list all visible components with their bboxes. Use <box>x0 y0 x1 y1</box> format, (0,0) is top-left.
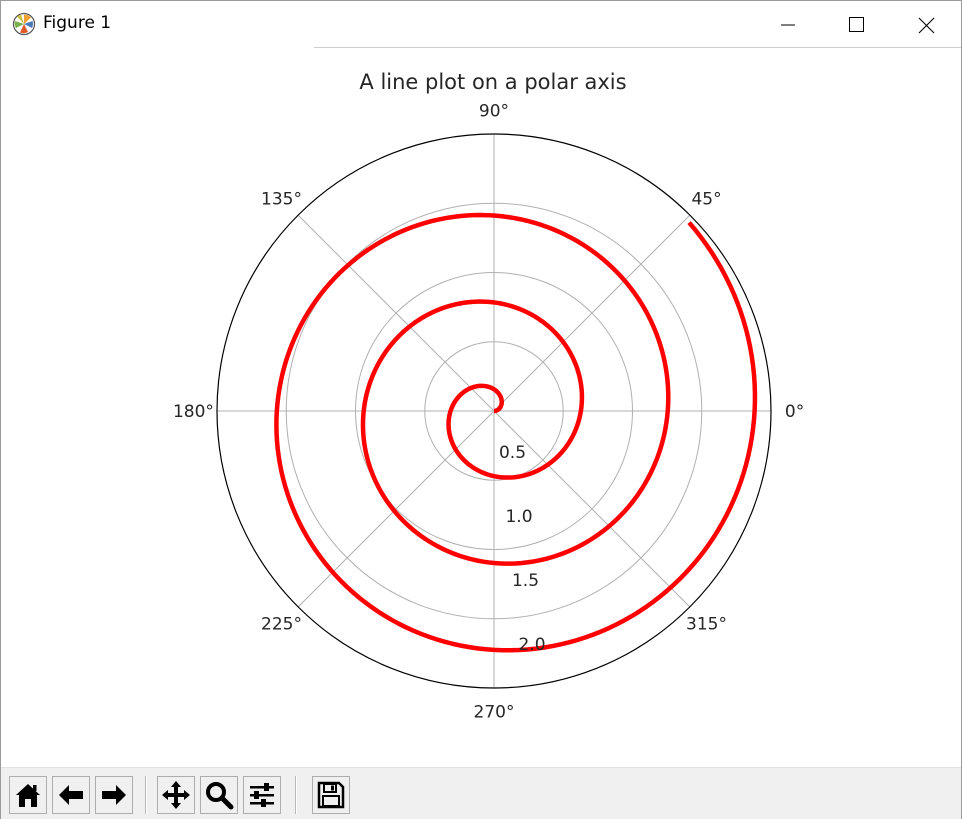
pan-button[interactable] <box>157 776 195 814</box>
maximize-button[interactable] <box>833 1 879 47</box>
r-tick-label: 1.0 <box>505 507 532 527</box>
title-bar[interactable]: Figure 1 <box>1 1 961 47</box>
theta-tick-label: 135° <box>261 189 302 209</box>
home-button[interactable] <box>9 776 47 814</box>
theta-tick-label: 90° <box>479 101 509 121</box>
window-title: Figure 1 <box>43 13 111 33</box>
close-button[interactable] <box>903 1 949 47</box>
magnifier-icon <box>203 779 235 811</box>
minimize-icon <box>765 1 811 47</box>
polar-chart[interactable]: A line plot on a polar axis 0° 45° 90° 135°… <box>1 48 961 766</box>
theta-tick-labels: 0° 45° 90° 135° 180° 225° 270° 315° <box>173 101 804 722</box>
sliders-icon <box>246 779 278 811</box>
theta-tick-label: 180° <box>173 402 214 422</box>
back-arrow-icon <box>55 779 87 811</box>
maximize-icon <box>833 1 879 47</box>
save-button[interactable] <box>312 776 350 814</box>
floppy-disk-icon <box>315 779 347 811</box>
theta-tick-label: 225° <box>261 615 302 635</box>
close-icon <box>903 1 949 47</box>
toolbar-separator <box>295 776 297 814</box>
forward-button[interactable] <box>95 776 133 814</box>
navigation-toolbar <box>1 767 961 819</box>
back-button[interactable] <box>52 776 90 814</box>
theta-tick-label: 270° <box>474 703 515 723</box>
theta-tick-label: 0° <box>785 402 804 422</box>
matplotlib-icon <box>12 12 36 36</box>
move-icon <box>160 779 192 811</box>
chart-title: A line plot on a polar axis <box>359 70 626 94</box>
minimize-button[interactable] <box>765 1 811 47</box>
figure-canvas[interactable]: A line plot on a polar axis 0° 45° 90° 135°… <box>1 48 961 766</box>
r-tick-label: 2.0 <box>518 635 545 655</box>
configure-subplots-button[interactable] <box>243 776 281 814</box>
toolbar-separator <box>145 776 147 814</box>
theta-tick-label: 45° <box>691 189 721 209</box>
zoom-button[interactable] <box>200 776 238 814</box>
forward-arrow-icon <box>98 779 130 811</box>
home-icon <box>12 779 44 811</box>
theta-tick-label: 315° <box>686 615 727 635</box>
r-tick-label: 0.5 <box>499 443 526 463</box>
r-tick-label: 1.5 <box>512 571 539 591</box>
